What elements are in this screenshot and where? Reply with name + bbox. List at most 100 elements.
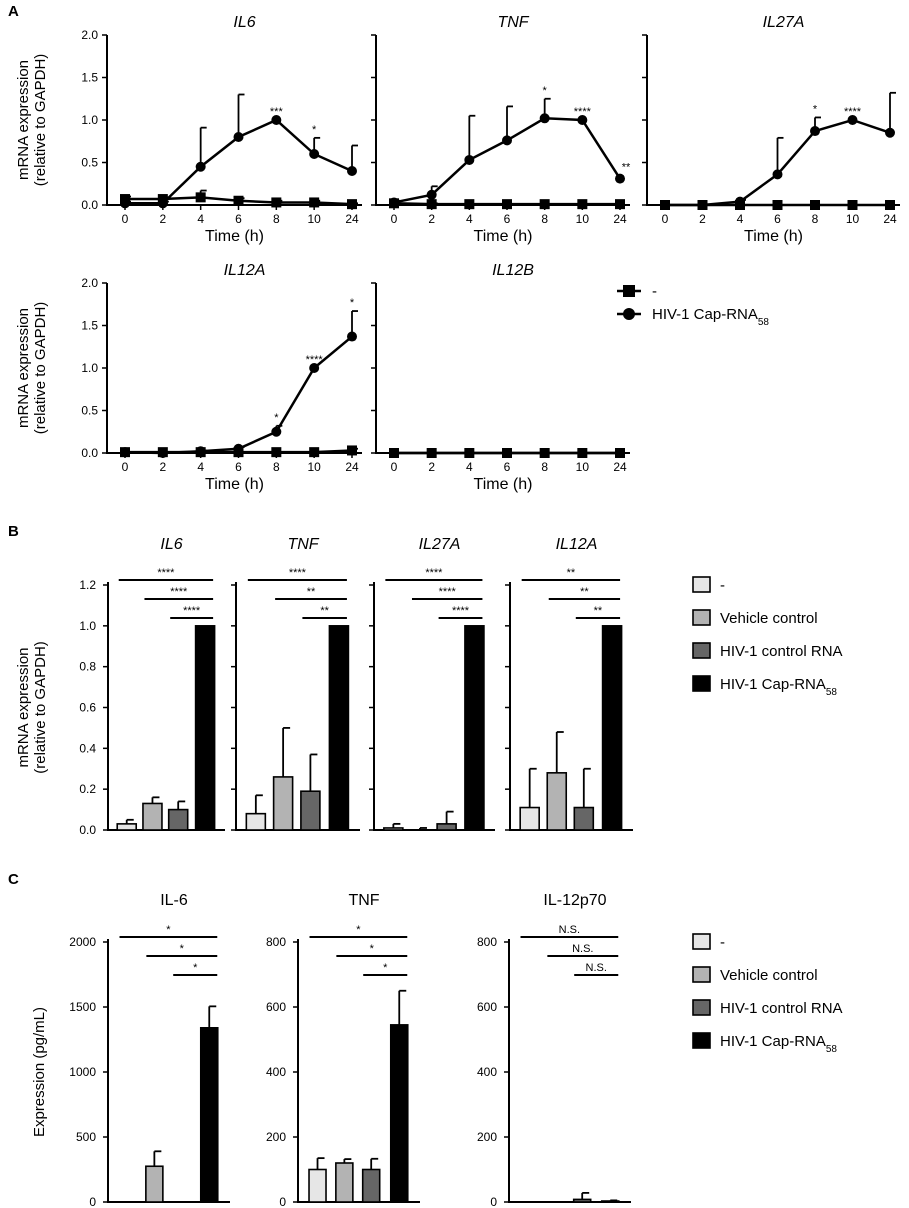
legend-c: - Vehicle control HIV-1 control RNA HIV-1 C… [692,933,843,1055]
y-tick-label: 0 [490,1195,497,1208]
bar-chart-il6: 0.0 0.2 0.4 0.6 0.8 1.0 1.2 **** **** **** IL6 mRNA… [15,536,225,837]
y-tick-label: 1.2 [79,578,96,592]
y-tick-label: 0.0 [79,823,96,837]
significance-label: ** [567,567,576,579]
y-tick-label: 0.0 [81,198,98,212]
legend-swatch [692,999,711,1016]
legend-label-main: HIV-1 control RNA [720,1000,843,1017]
chart-title: IL12A [556,536,598,553]
significance-label: * [543,85,548,97]
y-tick-label: 1.5 [81,319,98,333]
y-axis-label: (relative to GAPDH) [32,641,49,774]
data-point-square [426,199,437,210]
data-point-circle [539,113,550,124]
legend-label-main: - [652,283,657,300]
x-axis-label: Time (h) [474,228,533,245]
x-tick-label: 8 [273,212,280,226]
significance-label: **** [157,567,175,579]
circle-icon [623,308,635,320]
significance-label: * [356,924,361,936]
bar [308,1168,327,1203]
data-point-square [810,200,820,210]
legend-label-main: Vehicle control [720,967,818,984]
x-tick-label: 6 [235,212,242,226]
data-point-square [233,195,244,206]
data-point-square [309,197,320,208]
data-point-square [309,447,320,458]
bar [383,827,404,831]
data-point-circle [157,448,168,458]
data-point-circle [810,126,820,137]
significance-label: N.S. [559,924,580,936]
bar [272,776,294,831]
x-tick-label: 8 [273,460,280,474]
x-axis-label: Time (h) [744,228,803,245]
chart-title: TNF [287,536,319,553]
y-tick-label: 1000 [69,1065,96,1079]
data-point-circle [309,363,320,373]
x-tick-label: 8 [812,212,819,226]
legend-label: HIV-1 control RNA [720,1000,843,1017]
chart-title: IL12B [492,262,534,279]
legend-label: Vehicle control [720,610,818,627]
y-tick-label: 1500 [69,1000,96,1014]
bar-chart-tnf: 0 200 400 600 800 * * * TNF [266,892,420,1208]
legend-label-main: HIV-1 Cap-RNA [720,1033,826,1050]
data-point-circle [502,135,512,146]
bar [519,806,540,831]
significance-label: **** [574,106,592,118]
chart-title: IL-6 [160,892,188,909]
legend-label: HIV-1 Cap-RNA58 [720,676,837,698]
x-tick-label: 2 [159,460,166,474]
x-tick-label: 6 [774,212,781,226]
y-tick-label: 0 [89,1195,96,1208]
panel-label-b: B [8,523,19,540]
chart-title: TNF [497,14,529,31]
x-tick-label: 10 [576,460,590,474]
data-point-circle [615,173,625,184]
bar [245,812,267,831]
legend-label-main: - [720,934,725,951]
y-axis-label: mRNA expression [15,647,32,767]
data-point-square [577,199,588,210]
bar [361,1168,381,1203]
x-tick-label: 8 [541,460,548,474]
data-point-circle [615,448,625,458]
bar [436,823,457,831]
data-point-circle [426,189,437,200]
significance-label: **** [844,106,862,118]
y-tick-label: 1.0 [81,361,98,375]
y-axis-label: Expression (pg/mL) [31,1007,48,1137]
x-tick-label: 10 [846,212,860,226]
bar [199,1027,219,1203]
data-point-circle [735,196,745,207]
bar [572,1198,592,1203]
significance-label: ** [320,605,329,617]
significance-label: **** [439,586,457,598]
legend-label: HIV-1 Cap-RNA58 [720,1033,837,1055]
bar-chart-tnf: ********TNF [231,536,360,831]
significance-label: N.S. [572,943,593,955]
legend-label-main: - [720,577,725,594]
y-tick-label: 2000 [69,935,96,949]
y-tick-label: 1.5 [81,71,98,85]
significance-label: **** [306,354,324,366]
x-tick-label: 24 [883,212,897,226]
data-point-circle [195,161,206,172]
y-tick-label: 800 [477,935,497,949]
legend-swatch [692,642,711,659]
x-tick-label: 0 [122,460,129,474]
chart-title: IL27A [763,14,805,31]
significance-label: * [193,962,198,974]
x-tick-label: 2 [428,460,435,474]
significance-label: * [370,943,375,955]
significance-label: ** [307,586,316,598]
x-tick-label: 4 [466,212,473,226]
data-point-square [885,200,895,210]
data-point-square [271,197,282,208]
data-point-square [539,199,550,210]
bar-chart-il-12p70: 0 200 400 600 800 N.S. N.S. N.S. IL-12p70 [477,892,631,1208]
x-tick-label: 4 [197,460,204,474]
x-tick-label: 0 [662,212,669,226]
